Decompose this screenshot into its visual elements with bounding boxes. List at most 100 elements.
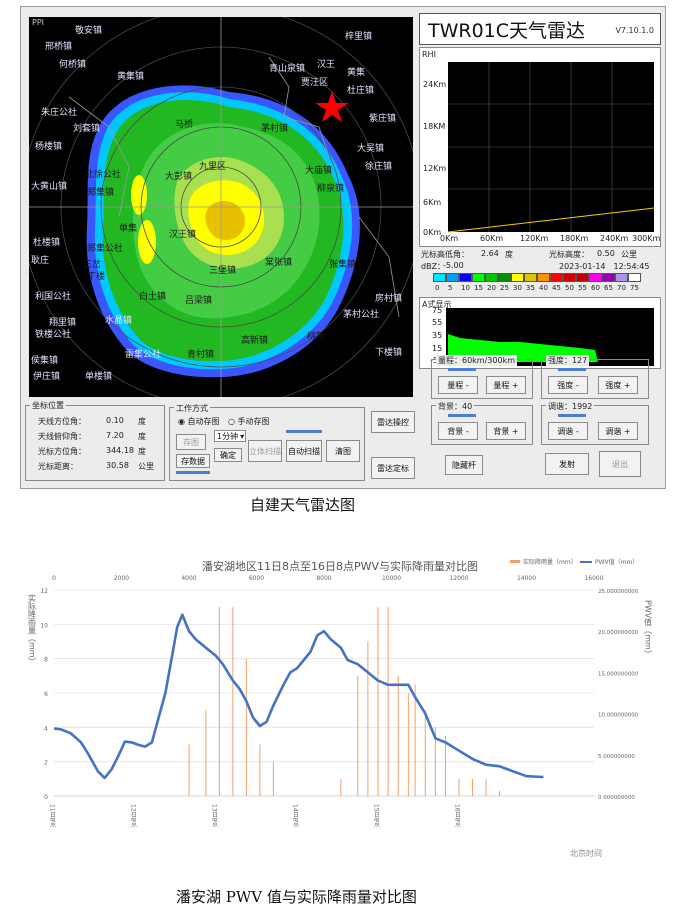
rhi-x-tick: 180Km — [560, 234, 589, 243]
timestamp: 2023-01-14 12:54:45 — [559, 262, 650, 271]
left-tick: 6 — [44, 691, 48, 698]
left-tick: 4 — [44, 725, 48, 732]
right-tick: 15.000000000 — [598, 671, 639, 677]
town-label: 青山泉镇 — [269, 64, 306, 74]
radar-star-icon — [315, 91, 349, 122]
background-group: 背景：40 背景 - 背景 + — [431, 401, 533, 445]
interval-select[interactable]: 1分钟 ▾ — [214, 430, 246, 442]
cursor-height-unit: 公里 — [621, 250, 637, 259]
coord-value: 7.20 — [106, 431, 124, 440]
background-plus-button[interactable]: 背景 + — [486, 422, 526, 440]
left-tick: 8 — [44, 657, 48, 664]
work-mode-panel: 工作方式 ◉ 自动存图 ○ 手动存图 存图 1分钟 ▾ 确定 存数据 立体扫描 自… — [169, 403, 365, 481]
color-scale-value: 10 — [461, 284, 470, 292]
legend-rain: 实际降雨量（mm） — [523, 558, 577, 566]
right-tick: 10.000000000 — [598, 713, 639, 719]
caption-pwv: 潘安湖 PWV 值与实际降雨量对比图 — [176, 888, 417, 906]
town-label: 大彭镇 — [165, 172, 193, 182]
ascope-y-tick: 75 — [432, 306, 443, 315]
town-label: 房村镇 — [375, 294, 403, 304]
town-label: 单集 — [119, 224, 138, 234]
save-data-button[interactable]: 存数据 — [176, 454, 210, 468]
rhi-x-tick: 240Km — [600, 234, 629, 243]
color-swatch — [628, 273, 641, 282]
color-swatch — [433, 273, 446, 282]
auto-scan-button[interactable]: 自动扫描 — [286, 440, 322, 462]
color-scale-value: 60 — [591, 284, 600, 292]
top-tick: 14000 — [517, 575, 536, 582]
radar-app-window: PPI 敬安镇 邢桥镇 何桥镇 黄集镇 梓里镇 青山泉镇 贾汪区 黄集 杜庄镇 … — [20, 6, 666, 489]
town-label: 刘套镇 — [73, 124, 101, 134]
x-axis-title: 北京时间 — [570, 848, 602, 858]
town-label: 郑集镇 — [87, 188, 115, 198]
intensity-plus-button[interactable]: 强度 + — [598, 376, 638, 394]
intensity-minus-button[interactable]: 强度 - — [548, 376, 588, 394]
town-label: 马桥 — [175, 120, 194, 130]
right-tick: 0.000000000 — [598, 795, 635, 801]
town-label: 茅村镇 — [261, 124, 289, 134]
standard-scan-button[interactable]: 立体扫描 — [248, 440, 282, 462]
color-scale-value: 35 — [526, 284, 535, 292]
auto-save-radio[interactable]: ◉ 自动存图 — [178, 417, 220, 426]
town-label: 朱庄公社 — [41, 108, 78, 118]
tuning-minus-button[interactable]: 调谐 - — [548, 422, 588, 440]
x-label: 15日8点 — [373, 804, 380, 829]
rhi-label: RHI — [422, 50, 436, 59]
town-label: 水晶镇 — [105, 316, 133, 326]
auto-scan-indicator — [286, 430, 322, 433]
manual-save-label: 手动存图 — [237, 417, 270, 426]
tuning-plus-button[interactable]: 调谐 + — [598, 422, 638, 440]
top-tick: 6000 — [249, 575, 264, 582]
background-minus-button[interactable]: 背景 - — [438, 422, 478, 440]
left-tick: 0 — [44, 794, 48, 801]
radar-echo-map — [29, 17, 413, 397]
town-label: 杜庄镇 — [347, 86, 375, 96]
coord-value: 0.10 — [106, 416, 124, 425]
radar-ppi-display[interactable]: PPI 敬安镇 邢桥镇 何桥镇 黄集镇 梓里镇 青山泉镇 贾汪区 黄集 杜庄镇 … — [29, 17, 413, 397]
rhi-y-tick: 6Km — [423, 198, 442, 207]
color-scale-value: 5 — [448, 284, 453, 292]
color-scale-value: 25 — [500, 284, 509, 292]
save-image-button[interactable]: 存图 — [176, 434, 206, 450]
confirm-button[interactable]: 确定 — [214, 448, 242, 462]
manual-save-radio[interactable]: ○ 手动存图 — [228, 417, 270, 426]
color-scale-value: 0 — [435, 284, 440, 292]
coord-unit: 度 — [138, 417, 146, 426]
town-label: 耿庄 — [31, 256, 50, 266]
hide-bar-button[interactable]: 隐藏杆 — [445, 455, 483, 475]
chevron-down-icon: ▾ — [240, 431, 245, 441]
right-tick: 25.000000000 — [598, 589, 639, 595]
clear-image-button[interactable]: 清图 — [326, 440, 360, 462]
top-tick: 4000 — [181, 575, 196, 582]
radar-control-button[interactable]: 雷达操控 — [371, 411, 415, 433]
color-swatch — [563, 273, 576, 282]
ascope-y-tick: 35 — [432, 331, 443, 340]
color-scale-value: 15 — [474, 284, 483, 292]
town-label: 黄集镇 — [117, 72, 145, 82]
top-tick: 0 — [52, 575, 56, 582]
app-version: V7.10.1.0 — [615, 26, 654, 35]
color-scale-value: 50 — [565, 284, 574, 292]
ascope-y-tick: -5 — [430, 356, 438, 365]
save-data-indicator — [176, 471, 210, 474]
radar-calibrate-button[interactable]: 雷达定标 — [371, 457, 415, 479]
color-swatch — [615, 273, 628, 282]
intensity-indicator — [558, 368, 586, 371]
exit-button[interactable]: 退出 — [599, 451, 641, 477]
dbz-label: dBZ： — [421, 262, 446, 271]
range-indicator — [448, 368, 476, 371]
town-label: 侯集镇 — [31, 356, 59, 366]
right-axis-label: PWV值（mm） — [644, 600, 653, 658]
legend-rain-swatch — [510, 560, 520, 563]
range-group: 量程：60km/300km 量程 - 量程 + — [431, 355, 533, 399]
rhi-x-tick: 120Km — [520, 234, 549, 243]
color-scale-value: 45 — [552, 284, 561, 292]
coord-label: 光标方位角： — [38, 447, 86, 456]
left-tick: 10 — [40, 622, 48, 629]
town-label: 梓里镇 — [345, 32, 373, 42]
range-plus-button[interactable]: 量程 + — [486, 376, 526, 394]
range-minus-button[interactable]: 量程 - — [438, 376, 478, 394]
town-label: 丁楼 — [87, 272, 106, 282]
launch-button[interactable]: 发射 — [545, 453, 589, 475]
coord-unit: 度 — [138, 447, 146, 456]
